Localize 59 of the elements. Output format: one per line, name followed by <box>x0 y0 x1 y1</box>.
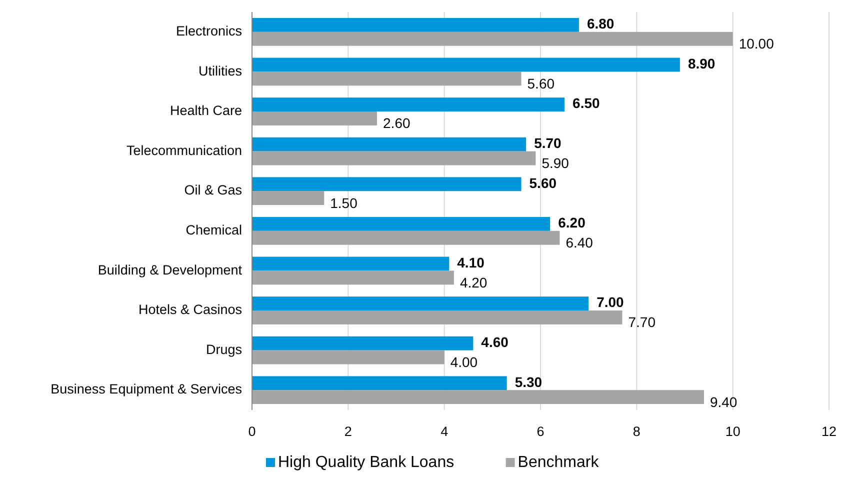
data-label: 4.60 <box>481 334 509 350</box>
y-tick-label: Utilities <box>198 63 242 78</box>
data-label: 2.60 <box>383 115 410 132</box>
data-label: 5.60 <box>527 75 555 92</box>
data-label: 10.00 <box>738 36 774 52</box>
data-label: 6.40 <box>566 234 594 251</box>
data-label: 7.00 <box>596 294 624 310</box>
data-label: 5.70 <box>534 135 562 152</box>
bar <box>252 72 522 86</box>
data-label: 7.70 <box>628 314 656 330</box>
bar <box>252 58 680 72</box>
bar <box>252 137 526 152</box>
x-tick-label: 8 <box>632 424 640 439</box>
bar <box>252 18 579 32</box>
data-label: 8.90 <box>688 55 716 72</box>
bar <box>252 376 507 390</box>
y-tick-label: Hotels & Casinos <box>138 302 242 318</box>
bar <box>252 336 474 350</box>
y-tick-label: Telecommunication <box>126 142 242 158</box>
bar <box>252 151 536 166</box>
y-tick-label: Oil & Gas <box>184 182 242 198</box>
y-tick-label: Electronics <box>176 23 242 38</box>
y-tick-label: Health Care <box>170 103 242 118</box>
bar <box>252 32 733 46</box>
bar <box>252 296 589 310</box>
data-label: 4.20 <box>460 274 488 290</box>
y-tick-label: Business Equipment & Services <box>50 382 242 397</box>
bar <box>252 390 704 404</box>
data-label: 5.30 <box>514 374 542 390</box>
legend-label: High Quality Bank Loans <box>278 454 454 471</box>
data-label: 9.40 <box>710 394 738 410</box>
data-label: 5.90 <box>542 154 570 171</box>
x-tick-label: 0 <box>248 424 256 439</box>
data-label: 6.20 <box>558 214 586 231</box>
x-tick-label: 10 <box>725 424 740 439</box>
x-tick-label: 6 <box>536 424 544 439</box>
x-tick-label: 12 <box>821 424 837 439</box>
x-tick-label: 2 <box>344 424 352 439</box>
bar <box>252 191 324 206</box>
x-tick-label: 4 <box>440 424 449 439</box>
bar <box>252 216 550 231</box>
y-tick-label: Drugs <box>206 342 242 357</box>
data-label: 4.00 <box>450 354 478 370</box>
data-label: 6.50 <box>572 95 600 112</box>
bar <box>252 112 378 126</box>
data-label: 6.80 <box>586 16 614 32</box>
y-tick-label: Building & Development <box>98 262 242 278</box>
bar <box>252 350 444 364</box>
bar <box>252 310 622 324</box>
data-label: 1.50 <box>330 194 358 211</box>
data-label: 5.60 <box>529 174 557 191</box>
bar <box>252 230 560 245</box>
data-label: 4.10 <box>457 254 485 270</box>
bar <box>252 98 565 112</box>
bar <box>252 270 454 285</box>
bar <box>252 256 450 271</box>
bar <box>252 177 522 192</box>
legend-label: Benchmark <box>518 454 600 471</box>
y-tick-label: Chemical <box>186 222 242 238</box>
